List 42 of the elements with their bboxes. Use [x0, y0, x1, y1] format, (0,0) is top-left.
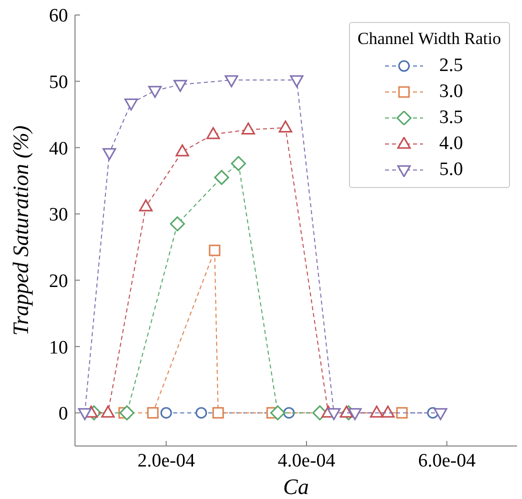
point [101, 406, 115, 418]
point [160, 407, 172, 419]
point [327, 408, 341, 420]
legend-label: 3.5 [439, 107, 464, 129]
point [230, 156, 246, 172]
y-axis-title: Trapped Saturation (%) [8, 125, 33, 336]
point [270, 405, 286, 420]
point [224, 75, 238, 88]
legend-title: Channel Width Ratio [358, 29, 501, 49]
point [170, 216, 185, 232]
point [214, 170, 230, 185]
point [348, 408, 362, 420]
point [102, 148, 116, 160]
point [290, 75, 304, 88]
legend-label: 4.0 [439, 133, 464, 155]
point [147, 407, 159, 419]
x-tick-label: 2.0e-04 [137, 450, 196, 472]
point [212, 407, 224, 419]
x-tick-label: 4.0e-04 [278, 450, 336, 472]
point [196, 407, 208, 419]
y-tick-label: 0 [58, 404, 68, 425]
point [396, 407, 408, 419]
y-tick-label: 40 [49, 138, 68, 160]
y-tick-label: 20 [49, 270, 68, 292]
x-tick-label: 6.0e-04 [418, 450, 476, 472]
point [119, 405, 134, 420]
y-tick-label: 60 [49, 6, 68, 27]
point [370, 406, 384, 418]
y-tick-label: 50 [49, 72, 68, 94]
legend-label: 2.5 [439, 55, 464, 77]
legend-label: 3.0 [439, 81, 464, 103]
x-axis-title: Ca [283, 474, 309, 499]
point [148, 86, 162, 98]
point [208, 244, 220, 256]
y-tick-label: 10 [49, 337, 68, 358]
point [173, 80, 187, 92]
point [78, 408, 92, 420]
point [381, 406, 395, 418]
point [124, 98, 138, 110]
point [434, 408, 448, 420]
y-tick-label: 30 [49, 204, 68, 226]
legend-label: 5.0 [439, 159, 464, 181]
